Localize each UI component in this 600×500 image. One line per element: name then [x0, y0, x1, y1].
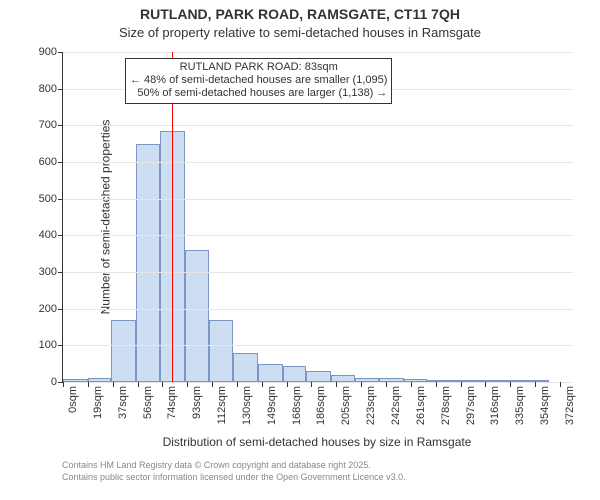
xtick-mark [63, 382, 64, 387]
xtick-mark [411, 382, 412, 387]
x-axis-label: Distribution of semi-detached houses by … [62, 435, 572, 449]
gridline [63, 345, 573, 346]
xtick-label: 37sqm [117, 386, 129, 419]
xtick-mark [287, 382, 288, 387]
xtick-label: 168sqm [291, 386, 303, 425]
xtick-mark [187, 382, 188, 387]
annotation-line: 50% of semi-detached houses are larger (… [130, 87, 387, 100]
histogram-bar [233, 353, 258, 382]
xtick-label: 130sqm [241, 386, 253, 425]
xtick-mark [336, 382, 337, 387]
ytick-label: 500 [39, 193, 63, 205]
xtick-label: 186sqm [315, 386, 327, 425]
ytick-label: 600 [39, 156, 63, 168]
chart-title-sub: Size of property relative to semi-detach… [0, 23, 600, 41]
xtick-label: 56sqm [142, 386, 154, 419]
xtick-mark [237, 382, 238, 387]
gridline [63, 125, 573, 126]
histogram-bar [111, 320, 136, 382]
ytick-label: 800 [39, 83, 63, 95]
gridline [63, 162, 573, 163]
xtick-label: 112sqm [216, 386, 228, 424]
histogram-bar [283, 366, 307, 383]
histogram-bar [331, 375, 355, 382]
chart-title-main: RUTLAND, PARK ROAD, RAMSGATE, CT11 7QH [0, 0, 600, 23]
xtick-mark [361, 382, 362, 387]
xtick-mark [113, 382, 114, 387]
xtick-mark [262, 382, 263, 387]
xtick-mark [485, 382, 486, 387]
xtick-mark [560, 382, 561, 387]
annotation-line: RUTLAND PARK ROAD: 83sqm [130, 61, 387, 74]
xtick-mark [461, 382, 462, 387]
xtick-label: 93sqm [191, 386, 203, 419]
gridline [63, 199, 573, 200]
ytick-label: 300 [39, 266, 63, 278]
chart-container: RUTLAND, PARK ROAD, RAMSGATE, CT11 7QH S… [0, 0, 600, 500]
footer-line1: Contains HM Land Registry data © Crown c… [62, 460, 572, 472]
gridline [63, 235, 573, 236]
xtick-label: 205sqm [340, 386, 352, 425]
xtick-label: 223sqm [365, 386, 377, 425]
xtick-mark [510, 382, 511, 387]
plot-area: 0100200300400500600700800900RUTLAND PARK… [62, 52, 573, 383]
histogram-bar [306, 371, 331, 382]
xtick-mark [386, 382, 387, 387]
histogram-bar [185, 250, 210, 382]
xtick-label: 74sqm [166, 386, 178, 419]
xtick-label: 297sqm [465, 386, 477, 425]
xtick-label: 372sqm [564, 386, 576, 425]
gridline [63, 272, 573, 273]
histogram-bar [258, 364, 283, 382]
xtick-mark [212, 382, 213, 387]
gridline [63, 382, 573, 383]
ytick-label: 400 [39, 229, 63, 241]
xtick-label: 278sqm [440, 386, 452, 425]
annotation-box: RUTLAND PARK ROAD: 83sqm← 48% of semi-de… [125, 58, 392, 104]
xtick-mark [311, 382, 312, 387]
xtick-label: 242sqm [390, 386, 402, 425]
gridline [63, 52, 573, 53]
ytick-label: 100 [39, 339, 63, 351]
footer-line2: Contains public sector information licen… [62, 472, 572, 484]
annotation-line: ← 48% of semi-detached houses are smalle… [130, 74, 387, 87]
xtick-mark [162, 382, 163, 387]
xtick-label: 149sqm [266, 386, 278, 425]
histogram-bar [209, 320, 233, 382]
xtick-mark [88, 382, 89, 387]
ytick-label: 0 [51, 376, 63, 388]
gridline [63, 309, 573, 310]
xtick-label: 0sqm [67, 386, 79, 413]
xtick-label: 19sqm [92, 386, 104, 419]
xtick-label: 335sqm [514, 386, 526, 425]
ytick-label: 900 [39, 46, 63, 58]
xtick-mark [436, 382, 437, 387]
ytick-label: 200 [39, 303, 63, 315]
xtick-mark [535, 382, 536, 387]
footer-attribution: Contains HM Land Registry data © Crown c… [62, 460, 572, 483]
xtick-label: 316sqm [489, 386, 501, 425]
xtick-mark [138, 382, 139, 387]
xtick-label: 354sqm [539, 386, 551, 425]
xtick-label: 261sqm [415, 386, 427, 425]
ytick-label: 700 [39, 119, 63, 131]
